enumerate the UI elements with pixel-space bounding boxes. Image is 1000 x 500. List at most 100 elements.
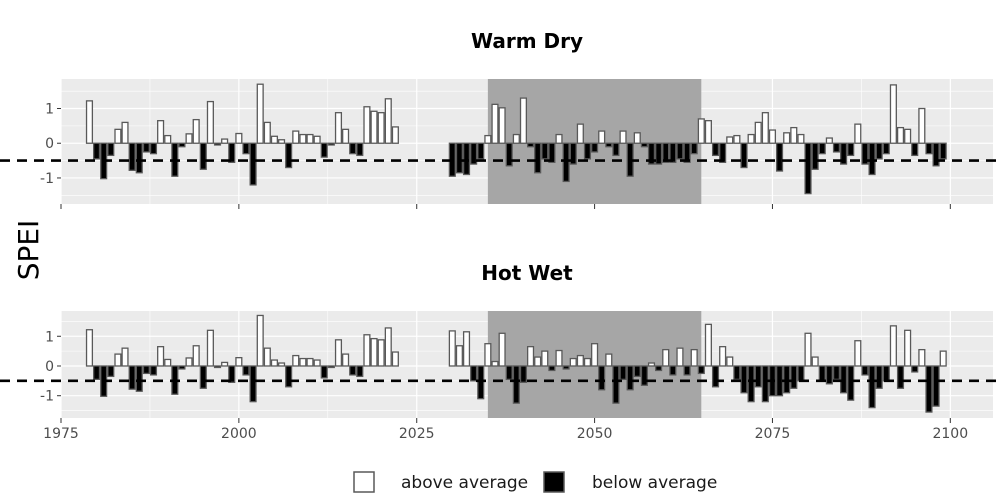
bar-below <box>811 142 819 170</box>
bar-above <box>370 337 378 367</box>
y-tick-label: -1 <box>40 389 54 405</box>
bar-below <box>213 142 222 146</box>
bar-above <box>85 100 94 144</box>
y-axis-label: SPEI <box>12 220 45 281</box>
bar-below <box>178 365 186 370</box>
bar-above <box>256 314 264 367</box>
bar-above <box>534 356 542 367</box>
bar-above <box>761 112 769 144</box>
bar-below <box>832 365 841 381</box>
legend: above average below average <box>353 471 717 493</box>
bar-above <box>391 126 399 144</box>
bar-above <box>299 133 307 144</box>
bar-above <box>939 350 947 367</box>
bar-below <box>199 142 207 170</box>
bar-below <box>847 142 855 157</box>
bar-above <box>185 357 193 367</box>
bar-above <box>114 353 122 367</box>
bar-below <box>477 365 485 400</box>
bar-below <box>711 142 720 157</box>
bar-above <box>804 332 812 367</box>
bar-below <box>875 142 883 160</box>
bar-below <box>932 365 940 407</box>
bar-below <box>711 365 720 388</box>
bar-above <box>206 329 214 367</box>
bar-above <box>904 329 912 367</box>
bar-above <box>491 103 499 144</box>
bar-above <box>797 133 805 144</box>
bar-above <box>484 134 492 144</box>
bar-below <box>149 365 158 376</box>
bar-below <box>349 365 357 376</box>
bar-below <box>790 365 798 389</box>
bar-above <box>342 353 350 367</box>
bar-below <box>740 365 748 394</box>
bar-above <box>377 339 385 367</box>
bar-below <box>882 142 890 155</box>
bar-above <box>854 340 862 367</box>
bar-below <box>847 365 855 401</box>
bar-below <box>598 365 606 391</box>
bar-above <box>277 139 286 144</box>
bar-above <box>270 135 279 144</box>
bar-above <box>342 128 350 144</box>
bar-below <box>868 365 876 409</box>
bar-above <box>277 362 286 367</box>
panels: Warm Dry -1 0 1 Hot Wet -1 0 1 1975 2000 2025 2050 2… <box>0 29 1000 442</box>
bar-above <box>591 343 599 367</box>
bar-above <box>391 351 399 367</box>
bar-above <box>790 126 798 144</box>
bar-below <box>107 365 115 378</box>
bar-below <box>249 365 257 403</box>
bar-below <box>462 142 471 176</box>
bar-below <box>562 142 570 183</box>
bar-above <box>306 133 314 144</box>
bar-above <box>313 135 321 144</box>
bar-above <box>633 132 641 144</box>
bar-above <box>583 357 592 367</box>
bar-above <box>363 106 371 144</box>
bar-below <box>327 142 335 146</box>
panel-0: Warm Dry -1 0 1 <box>0 29 1000 209</box>
bar-below <box>242 142 250 155</box>
bar-below <box>477 142 485 160</box>
bar-below <box>455 142 463 174</box>
bar-above <box>299 357 307 367</box>
bar-above <box>704 323 712 367</box>
bar-below <box>676 142 684 160</box>
y-tick-label: -1 <box>40 171 54 187</box>
bar-below <box>775 365 784 397</box>
bar-above <box>235 132 243 144</box>
bar-above <box>676 347 684 367</box>
bar-below <box>669 365 677 376</box>
bar-above <box>783 132 791 144</box>
bar-above <box>192 118 200 144</box>
bar-above <box>121 347 129 367</box>
bar-below <box>697 365 705 375</box>
bar-above <box>462 331 471 367</box>
x-tick-label: 2050 <box>577 426 613 442</box>
bar-below <box>285 365 293 388</box>
bar-above <box>270 359 279 367</box>
bar-above <box>263 121 271 144</box>
bar-above <box>292 354 300 367</box>
bar-below <box>591 142 599 153</box>
bar-below <box>569 142 577 165</box>
bar-above <box>690 348 698 367</box>
bar-below <box>128 365 136 390</box>
bar-below <box>669 142 677 163</box>
bar-below <box>605 142 613 148</box>
bar-above <box>619 130 627 144</box>
bar-below <box>583 142 592 160</box>
bar-above <box>121 121 129 144</box>
x-tick-label: 1975 <box>43 426 79 442</box>
bar-below <box>633 365 641 378</box>
bar-below <box>107 142 115 157</box>
bar-below <box>640 142 648 148</box>
bar-above <box>114 128 122 144</box>
bar-above <box>221 361 229 367</box>
bar-below <box>242 365 250 376</box>
bar-above <box>697 118 705 144</box>
bar-above <box>370 110 378 144</box>
